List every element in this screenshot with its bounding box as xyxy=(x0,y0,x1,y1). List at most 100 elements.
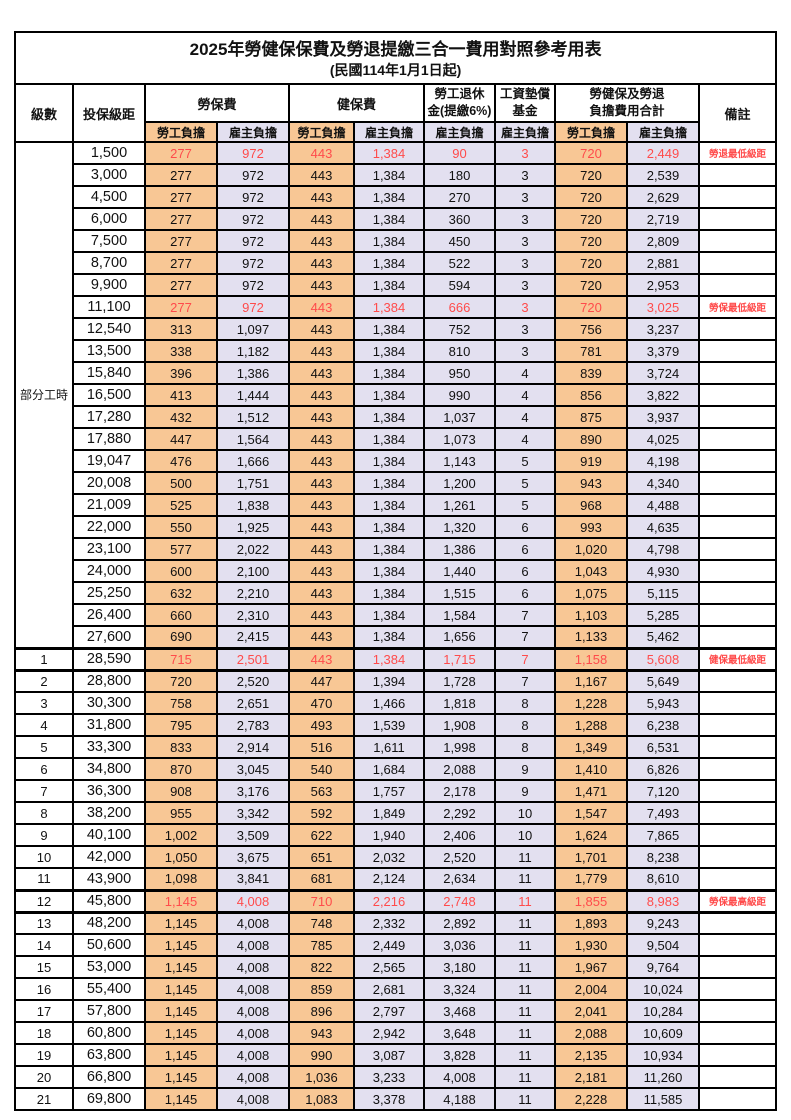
labor-employer-cell: 1,666 xyxy=(216,449,290,473)
wage-fund-employer-cell: 11 xyxy=(494,1043,556,1067)
wage-fund-employer-cell: 7 xyxy=(494,603,556,627)
pension-employer-cell: 2,892 xyxy=(423,911,496,935)
total-employee-cell: 1,043 xyxy=(554,559,628,583)
labor-employee-cell: 632 xyxy=(144,581,218,605)
remark-cell xyxy=(697,757,778,781)
health-employer-cell: 1,849 xyxy=(353,801,425,825)
pension-employer-cell: 1,261 xyxy=(423,493,496,517)
health-employee-cell: 443 xyxy=(288,163,355,187)
health-employer-cell: 2,942 xyxy=(353,1021,425,1045)
wage-fund-employer-cell: 3 xyxy=(494,207,556,231)
labor-employer-cell: 4,008 xyxy=(216,1043,290,1067)
table-row: 20 66,800 1,145 4,008 1,036 3,233 4,008 11 2,181… xyxy=(14,1065,778,1089)
health-employee-cell: 516 xyxy=(288,735,355,759)
remark-cell xyxy=(697,955,778,979)
wage-fund-employer-cell: 11 xyxy=(494,867,556,891)
bracket-cell: 60,800 xyxy=(72,1021,146,1045)
pension-employer-cell: 4,188 xyxy=(423,1087,496,1111)
pension-employer-cell: 1,584 xyxy=(423,603,496,627)
pension-employer-cell: 3,324 xyxy=(423,977,496,1001)
total-employee-cell: 720 xyxy=(554,163,628,187)
premium-reference-table: 2025年勞健保保費及勞退提繳三合一費用對照參考用表 (民國114年1月1日起)… xyxy=(13,31,778,1111)
health-employer-cell: 1,384 xyxy=(353,317,425,341)
total-employee-cell: 993 xyxy=(554,515,628,539)
table-row: 6,000 277 972 443 1,384 360 3 720 2,719 xyxy=(15,207,778,231)
table-row: 22,000 550 1,925 443 1,384 1,320 6 993 4,635 xyxy=(15,515,778,539)
table-row: 9,900 277 972 443 1,384 594 3 720 2,953 xyxy=(15,273,778,297)
pension-employer-cell: 950 xyxy=(423,361,496,385)
health-employer-cell: 2,797 xyxy=(353,999,425,1023)
total-employer-cell: 4,635 xyxy=(626,515,700,539)
total-employer-cell: 8,238 xyxy=(626,845,700,869)
health-employer-cell: 2,032 xyxy=(353,845,425,869)
level-cell: 21 xyxy=(14,1087,74,1111)
labor-employer-cell: 2,022 xyxy=(216,537,290,561)
wage-fund-employer-cell: 3 xyxy=(494,339,556,363)
table-row: 15 53,000 1,145 4,008 822 2,565 3,180 11 1,967 9,… xyxy=(14,955,778,979)
level-cell: 2 xyxy=(14,669,74,693)
labor-employee-cell: 1,145 xyxy=(144,1043,218,1067)
labor-employee-cell: 277 xyxy=(144,295,218,319)
level-cell: 17 xyxy=(14,999,74,1023)
bracket-cell: 7,500 xyxy=(72,229,146,253)
bracket-cell: 50,600 xyxy=(72,933,146,957)
table-row: 10 42,000 1,050 3,675 651 2,032 2,520 11 1,701 8,… xyxy=(14,845,778,869)
labor-employer-cell: 4,008 xyxy=(216,1087,290,1111)
labor-employee-cell: 277 xyxy=(144,251,218,275)
table-row: 13,500 338 1,182 443 1,384 810 3 781 3,379 xyxy=(15,339,778,363)
labor-employee-cell: 955 xyxy=(144,801,218,825)
pension-employer-cell: 2,088 xyxy=(423,757,496,781)
total-employee-cell: 1,893 xyxy=(554,911,628,935)
bracket-cell: 30,300 xyxy=(72,691,146,715)
health-employer-cell: 1,384 xyxy=(353,471,425,495)
total-employee-cell: 2,041 xyxy=(554,999,628,1023)
labor-employer-cell: 1,564 xyxy=(216,427,290,451)
labor-employee-cell: 550 xyxy=(144,515,218,539)
bracket-cell: 55,400 xyxy=(72,977,146,1001)
column-header-remark: 備註 xyxy=(697,83,778,143)
total-employer-cell: 7,120 xyxy=(626,779,700,803)
labor-employee-cell: 1,145 xyxy=(144,999,218,1023)
labor-employee-cell: 1,050 xyxy=(144,845,218,869)
bracket-cell: 21,009 xyxy=(72,493,146,517)
health-employer-cell: 1,384 xyxy=(353,339,425,363)
level-cell: 3 xyxy=(14,691,74,715)
total-employee-cell: 2,181 xyxy=(554,1065,628,1089)
total-employee-cell: 875 xyxy=(554,405,628,429)
column-header-bracket: 投保級距 xyxy=(72,83,146,143)
health-employee-cell: 681 xyxy=(288,867,355,891)
total-employee-cell: 890 xyxy=(554,427,628,451)
remark-cell xyxy=(697,229,778,253)
table-row: 19 63,800 1,145 4,008 990 3,087 3,828 11 2,135 10… xyxy=(14,1043,778,1067)
total-employer-cell: 5,608 xyxy=(626,646,700,672)
wage-fund-employer-cell: 11 xyxy=(494,977,556,1001)
health-employee-cell: 443 xyxy=(288,273,355,297)
remark-cell xyxy=(697,537,778,561)
total-employer-cell: 10,024 xyxy=(626,977,700,1001)
labor-employer-cell: 2,914 xyxy=(216,735,290,759)
table-row: 20,008 500 1,751 443 1,384 1,200 5 943 4,340 xyxy=(15,471,778,495)
labor-employee-cell: 715 xyxy=(144,646,218,672)
pension-employer-cell: 3,468 xyxy=(423,999,496,1023)
health-employer-cell: 3,233 xyxy=(353,1065,425,1089)
health-employee-cell: 785 xyxy=(288,933,355,957)
total-employer-cell: 11,585 xyxy=(626,1087,700,1111)
remark-cell xyxy=(697,559,778,583)
level-cell: 13 xyxy=(14,911,74,935)
table-row: 9 40,100 1,002 3,509 622 1,940 2,406 10 1,624 7,8… xyxy=(14,823,778,847)
total-employee-cell: 1,103 xyxy=(554,603,628,627)
health-employee-cell: 443 xyxy=(288,646,355,672)
health-employer-cell: 1,384 xyxy=(353,646,425,672)
labor-employee-cell: 908 xyxy=(144,779,218,803)
total-employee-cell: 1,075 xyxy=(554,581,628,605)
wage-fund-employer-cell: 3 xyxy=(494,251,556,275)
health-employee-cell: 859 xyxy=(288,977,355,1001)
total-employer-cell: 6,531 xyxy=(626,735,700,759)
labor-employee-cell: 476 xyxy=(144,449,218,473)
wage-fund-employer-cell: 10 xyxy=(494,801,556,825)
health-employee-cell: 990 xyxy=(288,1043,355,1067)
bracket-cell: 63,800 xyxy=(72,1043,146,1067)
table-row: 4 31,800 795 2,783 493 1,539 1,908 8 1,288 6,238 xyxy=(14,713,778,737)
health-employer-cell: 1,384 xyxy=(353,163,425,187)
health-employer-cell: 1,384 xyxy=(353,405,425,429)
